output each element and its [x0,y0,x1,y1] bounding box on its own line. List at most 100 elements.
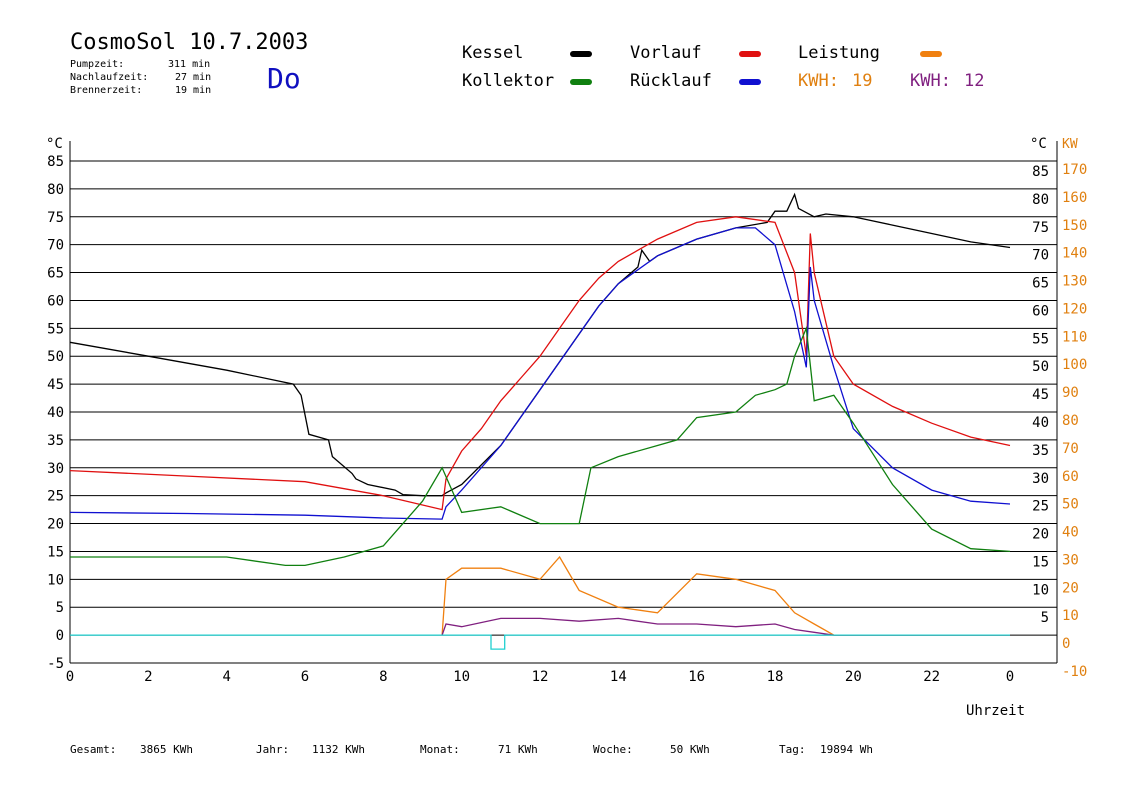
y-tick-label-left: 0 [56,628,64,644]
y-tick-label-left: 45 [47,377,64,393]
footer-month-value: 71 KWh [498,743,538,756]
y-tick-label-right: 85 [1032,164,1049,180]
footer-year-value: 1132 KWh [312,743,365,756]
y2-tick-label: 0 [1062,636,1070,652]
y-axis-unit-right: °C [1030,136,1047,152]
x-tick-label: 12 [532,669,549,685]
series-line-kessel [69,192,1011,497]
y-tick-label-left: 20 [47,517,64,533]
x-tick-label: 2 [144,669,152,685]
y-tick-label-left: 60 [47,293,64,309]
y2-tick-label: 170 [1062,162,1087,178]
x-tick-label: 16 [688,669,705,685]
legend-ruecklauf-label: Rücklauf [630,71,712,91]
energy-leistung-value: 19 [852,71,873,91]
y2-tick-label: 90 [1062,385,1079,401]
y-tick-label-left: 70 [47,238,64,254]
footer-day-value: 19894 Wh [820,743,873,756]
y-tick-label-left: 75 [47,210,64,226]
y-tick-label-right: 15 [1032,554,1049,570]
series-line-vorlauf [69,216,1011,511]
y-tick-label-left: 50 [47,349,64,365]
y2-tick-label: 130 [1062,274,1087,290]
y-tick-label-left: 40 [47,405,64,421]
pump-time-value: 311 min [168,59,211,70]
y-tick-label-right: 75 [1032,220,1049,236]
y2-tick-label: 110 [1062,329,1087,345]
x-tick-label: 10 [453,669,470,685]
x-tick-label: 18 [767,669,784,685]
y-tick-label-right: 40 [1032,415,1049,431]
series-line-kwh [441,617,1010,636]
run-on-time-label: Nachlaufzeit: [70,72,149,83]
footer-week-value: 50 KWh [670,743,710,756]
chart-title: CosmoSol 10.7.2003 [70,30,309,55]
y2-tick-label: 100 [1062,357,1087,373]
chart-series [69,192,1011,650]
series-line-kollektor [70,325,1011,567]
y-tick-label-right: 65 [1032,276,1049,292]
series-line-leistung [441,555,1010,636]
burner-time-value: 19 min [175,85,212,96]
y-tick-label-right: 10 [1032,582,1049,598]
x-tick-label: 6 [301,669,309,685]
y-tick-label-left: 5 [56,600,64,616]
x-axis-title: Uhrzeit [966,703,1025,719]
y-tick-label-left: 15 [47,544,64,560]
x-tick-label: 0 [66,669,74,685]
footer-month-label: Monat: [420,743,460,756]
x-tick-label: 22 [923,669,940,685]
legend-vorlauf-label: Vorlauf [630,43,702,63]
y-tick-label-left: 10 [47,572,64,588]
y2-tick-label: 80 [1062,413,1079,429]
footer-week-label: Woche: [593,743,633,756]
y-tick-label-left: 85 [47,154,64,170]
series-line-rücklauf [69,227,1011,520]
x-tick-label: 14 [610,669,627,685]
energy-kwh-label: KWH: [910,71,951,91]
legend-leistung-swatch [920,51,942,57]
legend-kollektor-swatch [570,79,592,85]
y-tick-label-right: 20 [1032,527,1049,543]
pump-time-label: Pumpzeit: [70,59,125,70]
y-tick-label-right: 25 [1032,499,1049,515]
y2-tick-label: 140 [1062,246,1087,262]
legend-kessel-label: Kessel [462,43,524,63]
y2-tick-label: 70 [1062,441,1079,457]
y2-tick-label: 120 [1062,301,1087,317]
y-tick-label-left: 80 [47,182,64,198]
y2-tick-label: 160 [1062,190,1087,206]
y-tick-label-right: 50 [1032,359,1049,375]
y-tick-label-right: 80 [1032,192,1049,208]
y-tick-label-right: 35 [1032,443,1049,459]
y2-tick-label: 20 [1062,580,1079,596]
y2-tick-label: 30 [1062,552,1079,568]
y-tick-label-left: 35 [47,433,64,449]
y-tick-label-right: 70 [1032,248,1049,264]
y-tick-label-left: -5 [47,656,64,672]
legend-kollektor-label: Kollektor [462,71,555,91]
burner-time-label: Brennerzeit: [70,85,143,96]
y-tick-label-left: 65 [47,266,64,282]
y-tick-label-left: 30 [47,461,64,477]
y2-tick-label: -10 [1062,664,1087,680]
legend-vorlauf-swatch [739,51,761,57]
y2-tick-label: 60 [1062,469,1079,485]
chart-labels: 8580757065605550454035302520151050-58580… [46,136,1087,719]
x-tick-label: 20 [845,669,862,685]
y2-tick-label: 40 [1062,525,1079,541]
legend-kessel-swatch [570,51,592,57]
footer-year-label: Jahr: [256,743,290,756]
y2-axis-unit: KW [1062,137,1078,152]
y-tick-label-right: 5 [1041,610,1049,626]
y-tick-label-right: 30 [1032,471,1049,487]
run-on-time-value: 27 min [175,72,212,83]
chart-grid [69,141,1058,664]
y-tick-label-left: 55 [47,321,64,337]
footer-total-label: Gesamt: [70,743,117,756]
footer-total-value: 3865 KWh [140,743,193,756]
y-tick-label-right: 55 [1032,331,1049,347]
x-tick-label: 4 [222,669,230,685]
x-tick-label: 8 [379,669,387,685]
